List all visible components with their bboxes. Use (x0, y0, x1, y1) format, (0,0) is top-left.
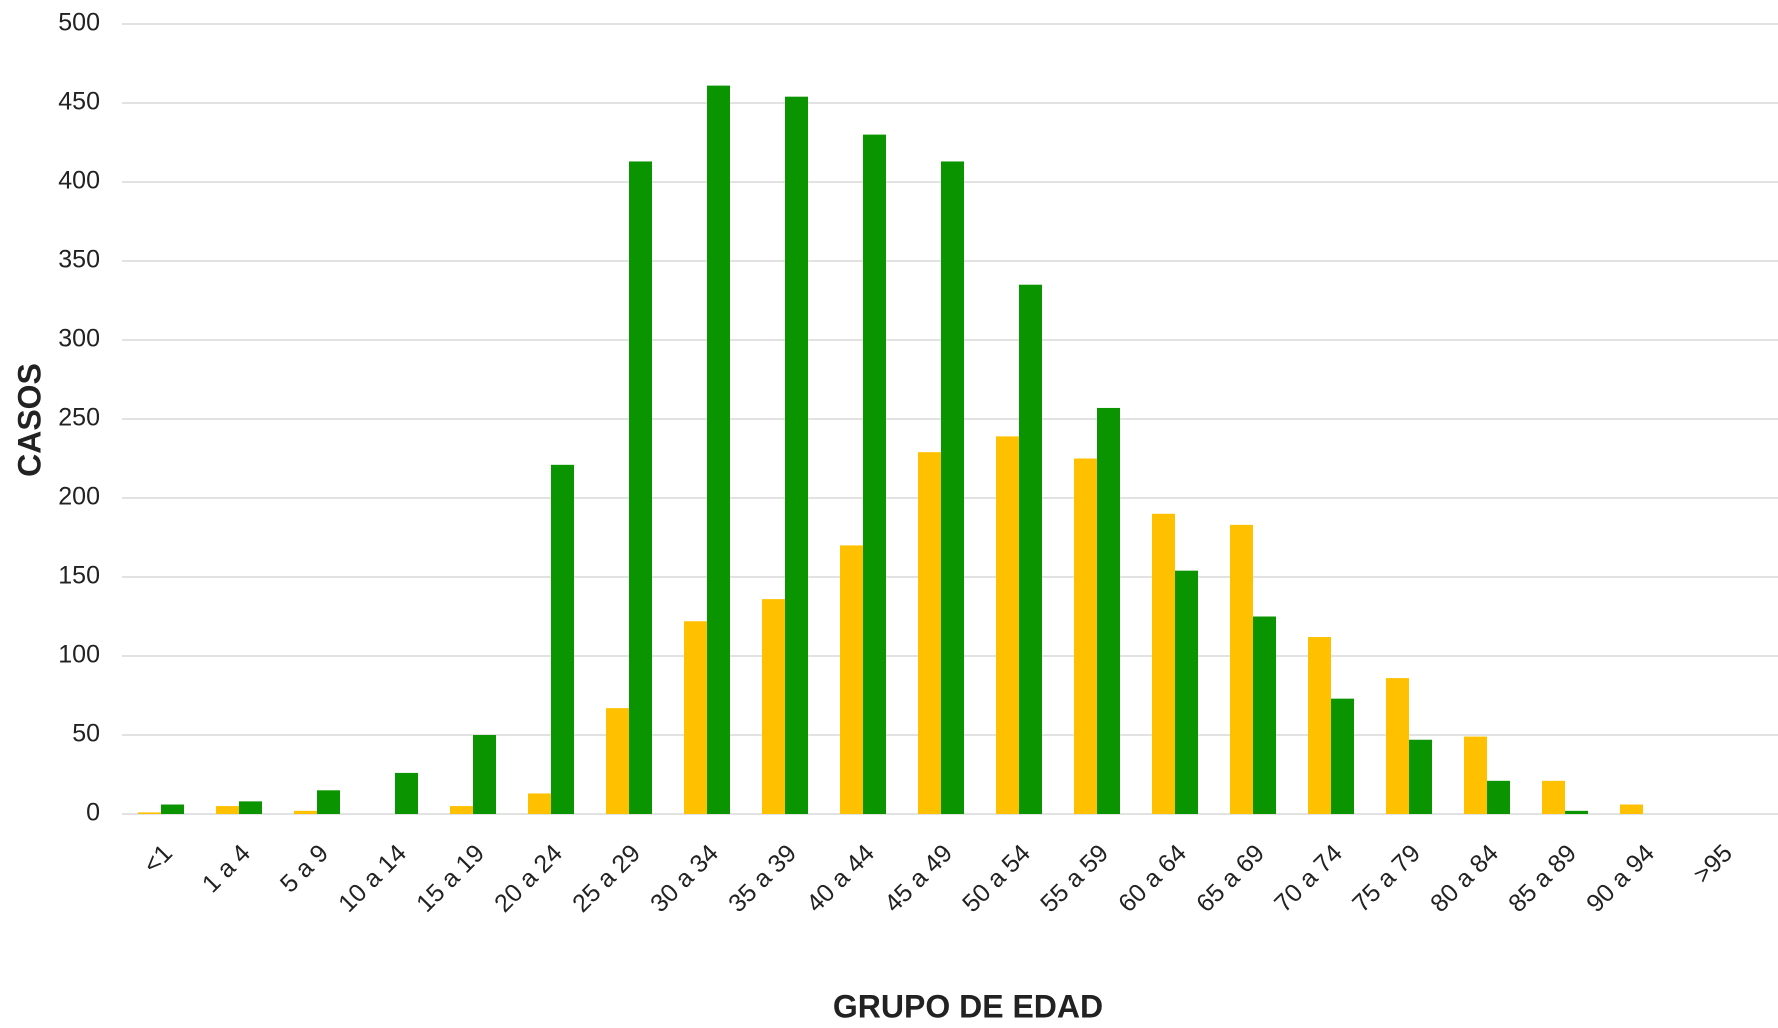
x-tick-label: 80 a 84 (1425, 839, 1504, 918)
y-axis-title: CASOS (11, 363, 47, 477)
bar (1175, 570, 1198, 814)
y-tick-label: 500 (58, 9, 100, 37)
x-tick-label: 75 a 79 (1347, 839, 1426, 918)
bar (216, 806, 239, 814)
bar (138, 812, 161, 814)
x-tick-label: 45 a 49 (879, 839, 958, 918)
x-tick-label: 60 a 64 (1113, 839, 1192, 918)
x-tick-label: 1 a 4 (197, 839, 256, 898)
bar (473, 735, 496, 814)
bar (551, 464, 574, 814)
x-tick-label: 5 a 9 (275, 839, 334, 898)
x-tick-label: 35 a 39 (723, 839, 802, 918)
bar (1019, 284, 1042, 814)
bar (1386, 678, 1409, 814)
bar (941, 161, 964, 814)
y-tick-label: 250 (58, 404, 100, 432)
x-tick-label: 10 a 14 (333, 839, 412, 918)
x-tick-label: 90 a 94 (1581, 839, 1660, 918)
bar (1152, 513, 1175, 814)
bar (1230, 524, 1253, 814)
y-tick-label: 100 (58, 641, 100, 669)
bar (317, 790, 340, 814)
y-tick-label: 150 (58, 562, 100, 590)
bar (1620, 804, 1643, 814)
bar (1097, 407, 1120, 814)
bar (1253, 616, 1276, 814)
y-tick-label: 400 (58, 167, 100, 195)
x-tick-label: 65 a 69 (1191, 839, 1270, 918)
x-tick-label: 15 a 19 (411, 839, 490, 918)
bar (1308, 637, 1331, 814)
y-tick-label: 300 (58, 325, 100, 353)
y-tick-label: 0 (86, 799, 100, 827)
bar (918, 452, 941, 814)
bar (707, 85, 730, 815)
x-axis-title: GRUPO DE EDAD (833, 988, 1103, 1024)
x-tick-label: 70 a 74 (1269, 839, 1348, 918)
bar (1464, 736, 1487, 814)
x-tick-label: 20 a 24 (489, 839, 568, 918)
bar (684, 621, 707, 814)
bar (1487, 780, 1510, 814)
y-tick-label: 350 (58, 246, 100, 274)
bar (395, 772, 418, 814)
x-tick-label: 55 a 59 (1035, 839, 1114, 918)
bar (996, 436, 1019, 814)
x-tick-label: <1 (138, 839, 178, 879)
y-tick-label: 200 (58, 483, 100, 511)
bar (785, 96, 808, 815)
bar (762, 599, 785, 814)
y-tick-label: 50 (72, 720, 100, 748)
bar (1565, 810, 1588, 814)
bar (629, 161, 652, 814)
x-tick-label: >95 (1688, 839, 1738, 889)
x-tick-label: 85 a 89 (1503, 839, 1582, 918)
y-tick-label: 450 (58, 88, 100, 116)
bar (1409, 739, 1432, 814)
bar (1331, 698, 1354, 814)
bar (161, 804, 184, 814)
x-tick-label: 40 a 44 (801, 839, 880, 918)
bar (840, 545, 863, 814)
bar (606, 708, 629, 814)
x-tick-label: 50 a 54 (957, 839, 1036, 918)
bar (239, 801, 262, 814)
bar (863, 134, 886, 815)
bar (450, 806, 473, 814)
bar (1542, 780, 1565, 814)
x-tick-label: 30 a 34 (645, 839, 724, 918)
bar (528, 793, 551, 814)
bar (1074, 458, 1097, 814)
x-tick-label: 25 a 29 (567, 839, 646, 918)
bar (294, 810, 317, 814)
